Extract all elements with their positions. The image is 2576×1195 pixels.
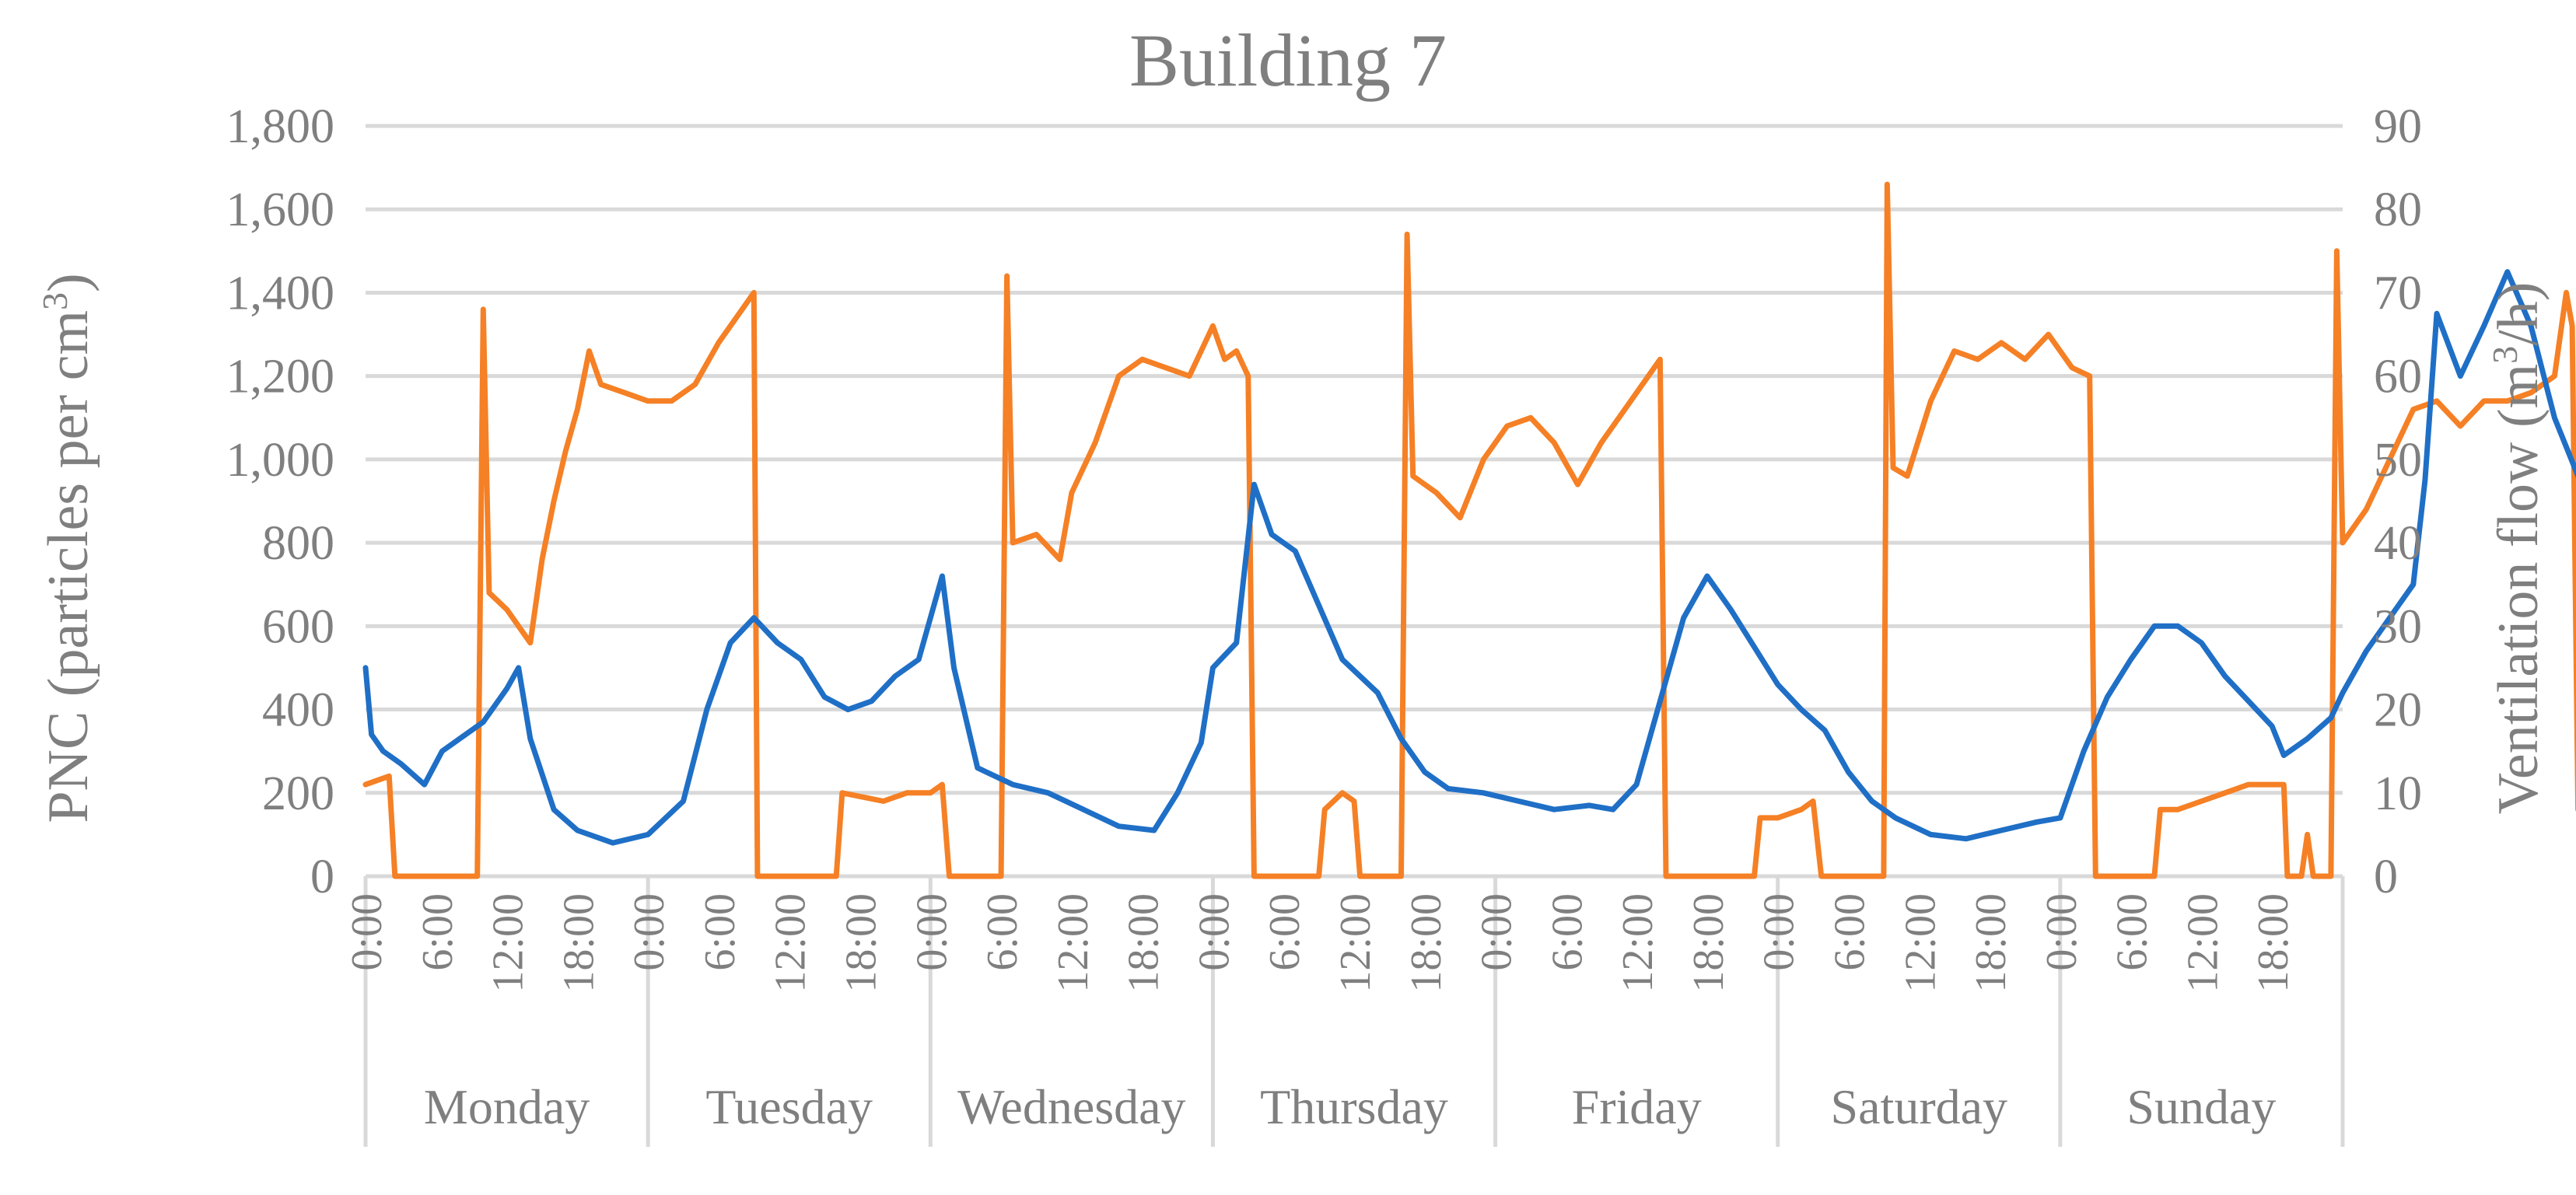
- time-tick-label: 6:00: [414, 893, 462, 971]
- day-label: Saturday: [1831, 1079, 2008, 1134]
- time-tick-label: 6:00: [2109, 893, 2157, 971]
- y2-tick-label: 70: [2374, 267, 2422, 320]
- y2-tick-label: 80: [2374, 183, 2422, 236]
- y-axis-left: 0 200 400 600 800 1,000 1,200 1,400 1,600 1,800: [226, 100, 335, 903]
- time-tick-label: 18:00: [1685, 893, 1733, 993]
- time-tick-label: 0:00: [1190, 893, 1238, 971]
- day-label: Monday: [424, 1079, 590, 1134]
- time-tick-label: 6:00: [978, 893, 1027, 971]
- y-tick-label: 400: [262, 684, 334, 737]
- time-tick-label: 18:00: [1402, 893, 1451, 993]
- time-tick-label: 18:00: [1120, 893, 1168, 993]
- day-label: Tuesday: [705, 1079, 873, 1134]
- y2-tick-label: 20: [2374, 684, 2422, 737]
- time-tick-label: 12:00: [1049, 893, 1097, 993]
- time-tick-label: 0:00: [343, 893, 391, 971]
- time-tick-label: 12:00: [485, 893, 533, 993]
- time-tick-label: 18:00: [2249, 893, 2298, 993]
- time-tick-label: 12:00: [767, 893, 815, 993]
- y2-axis-label: Ventilation flow (m3/h): [2485, 282, 2550, 815]
- time-tick-label: 12:00: [2179, 893, 2227, 993]
- y-tick-label: 800: [262, 517, 334, 570]
- chart-title: Building 7: [1129, 19, 1447, 102]
- time-tick-label: 0:00: [908, 893, 956, 971]
- y-tick-label: 200: [262, 767, 334, 820]
- x-axis-day-labels: Monday Tuesday Wednesday Thursday Friday Satu…: [424, 1079, 2277, 1134]
- day-label: Wednesday: [957, 1079, 1185, 1134]
- y2-tick-label: 10: [2374, 767, 2422, 820]
- series-layer: [362, 181, 2576, 879]
- day-label: Thursday: [1260, 1079, 1448, 1134]
- y2-tick-label: 0: [2374, 851, 2398, 903]
- y2-tick-label: 40: [2374, 517, 2422, 570]
- time-tick-label: 18:00: [1967, 893, 2015, 993]
- y-tick-label: 0: [310, 851, 334, 903]
- time-tick-label: 6:00: [696, 893, 744, 971]
- time-tick-label: 6:00: [1543, 893, 1591, 971]
- time-tick-label: 18:00: [555, 893, 603, 993]
- y-tick-label: 1,400: [226, 267, 335, 320]
- y-tick-label: 1,000: [226, 434, 335, 487]
- day-label: Sunday: [2126, 1079, 2276, 1134]
- y2-tick-label: 30: [2374, 600, 2422, 653]
- time-tick-label: 6:00: [1261, 893, 1309, 971]
- gridlines: [366, 124, 2343, 879]
- series-line-ventilation-flow: [362, 181, 2576, 879]
- y-tick-label: 1,800: [226, 100, 335, 153]
- y-tick-label: 1,600: [226, 183, 335, 236]
- time-tick-label: 0:00: [625, 893, 674, 971]
- time-tick-label: 0:00: [2038, 893, 2086, 971]
- y2-tick-label: 90: [2374, 100, 2422, 153]
- y2-tick-label: 60: [2374, 351, 2422, 404]
- x-axis-time-ticks: 0:00 6:00 12:00 18:00 0:00 6:00 12:00 18:00 0:00…: [343, 893, 2298, 993]
- time-tick-label: 12:00: [1614, 893, 1662, 993]
- time-tick-label: 0:00: [1755, 893, 1804, 971]
- day-separators: [363, 876, 2345, 1147]
- time-tick-label: 0:00: [1473, 893, 1521, 971]
- series-line-pnc: [362, 269, 2576, 846]
- y-axis-label: PNC (particles per cm3): [35, 273, 100, 823]
- y-tick-label: 600: [262, 600, 334, 653]
- y-axis-right: 0 10 20 30 40 50 60 70 80 90: [2374, 100, 2422, 903]
- day-label: Friday: [1572, 1079, 1702, 1134]
- time-tick-label: 12:00: [1332, 893, 1380, 993]
- time-tick-label: 12:00: [1896, 893, 1944, 993]
- time-tick-label: 18:00: [838, 893, 886, 993]
- y-tick-label: 1,200: [226, 351, 335, 404]
- y2-tick-label: 50: [2374, 434, 2422, 487]
- time-tick-label: 6:00: [1826, 893, 1874, 971]
